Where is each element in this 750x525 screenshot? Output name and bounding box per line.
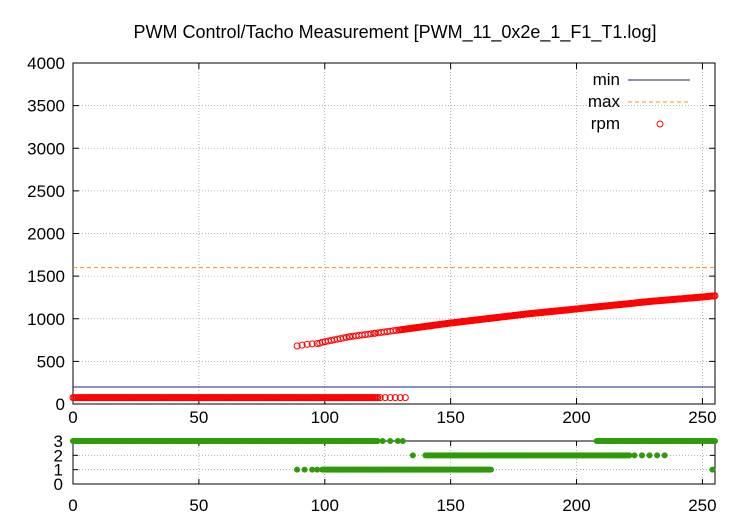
y-tick-label: 4000 <box>27 54 65 73</box>
rpm-point <box>298 341 306 349</box>
state-point <box>487 466 494 473</box>
x-tick-label: 0 <box>68 496 77 515</box>
state-point <box>301 466 308 473</box>
state-point <box>374 438 381 444</box>
legend-swatch-rpm <box>656 120 664 128</box>
x-tick-label: 200 <box>562 496 590 515</box>
legend: min max rpm <box>588 70 690 133</box>
legend-label-rpm: rpm <box>591 114 620 133</box>
state-point <box>309 466 316 473</box>
x-tick-label: 100 <box>311 408 339 427</box>
rpm-point <box>308 340 316 348</box>
rpm-point <box>396 394 404 402</box>
y-tick-label: 3 <box>54 432 63 451</box>
x-tick-label: 0 <box>68 408 77 427</box>
rpm-point <box>391 394 399 402</box>
x-tick-label: 250 <box>688 408 716 427</box>
bottom-grid <box>73 441 715 484</box>
x-tick-label: 50 <box>189 408 208 427</box>
y-tick-label: 1500 <box>27 267 65 286</box>
rpm-point <box>401 394 409 402</box>
state-point <box>314 466 321 473</box>
rpm-point <box>711 292 719 300</box>
rpm-point <box>293 342 301 350</box>
state-point <box>646 452 653 459</box>
y-tick-label: 3500 <box>27 97 65 116</box>
state-point <box>626 452 633 459</box>
x-tick-label: 150 <box>436 496 464 515</box>
state-point <box>661 452 668 459</box>
state-point <box>394 438 401 444</box>
x-tick-label: 150 <box>436 408 464 427</box>
bottom-frame <box>72 440 716 485</box>
state-point <box>294 466 301 473</box>
y-tick-label: 3000 <box>27 139 65 158</box>
y-tick-label: 2 <box>54 446 63 465</box>
y-tick-label: 1000 <box>27 310 65 329</box>
state-point <box>712 438 718 444</box>
state-point <box>387 438 394 444</box>
y-tick-label: 2000 <box>27 225 65 244</box>
rpm-point <box>313 339 321 347</box>
state-point <box>709 466 716 473</box>
rpm-point <box>367 330 375 338</box>
state-point <box>399 438 406 444</box>
rpm-point <box>386 394 394 402</box>
x-tick-label: 50 <box>189 496 208 515</box>
state-point <box>631 452 638 459</box>
y-tick-label: 2500 <box>27 182 65 201</box>
x-tick-label: 100 <box>311 496 339 515</box>
x-tick-label: 250 <box>688 496 716 515</box>
legend-label-min: min <box>593 70 620 89</box>
rpm-point <box>392 326 400 334</box>
legend-label-max: max <box>588 92 621 111</box>
y-tick-label: 500 <box>37 352 65 371</box>
x-tick-label: 200 <box>562 408 590 427</box>
state-points <box>70 438 718 473</box>
chart-title: PWM Control/Tacho Measurement [PWM_11_0x… <box>134 22 657 43</box>
top-grid <box>73 63 715 404</box>
rpm-point <box>376 394 384 402</box>
state-point <box>654 452 661 459</box>
rpm-points <box>69 292 719 402</box>
state-point <box>638 452 645 459</box>
y-tick-label: 1 <box>54 461 63 480</box>
rpm-point <box>374 394 382 402</box>
rpm-point <box>342 333 350 341</box>
rpm-point <box>381 394 389 402</box>
y-tick-label: 0 <box>54 475 63 494</box>
state-point <box>409 452 416 459</box>
top-panel: 0 50 100 150 200 2500500100015002000250030003… <box>27 54 719 427</box>
rpm-point <box>303 340 311 348</box>
state-point <box>379 438 386 444</box>
y-tick-label: 0 <box>56 395 65 414</box>
